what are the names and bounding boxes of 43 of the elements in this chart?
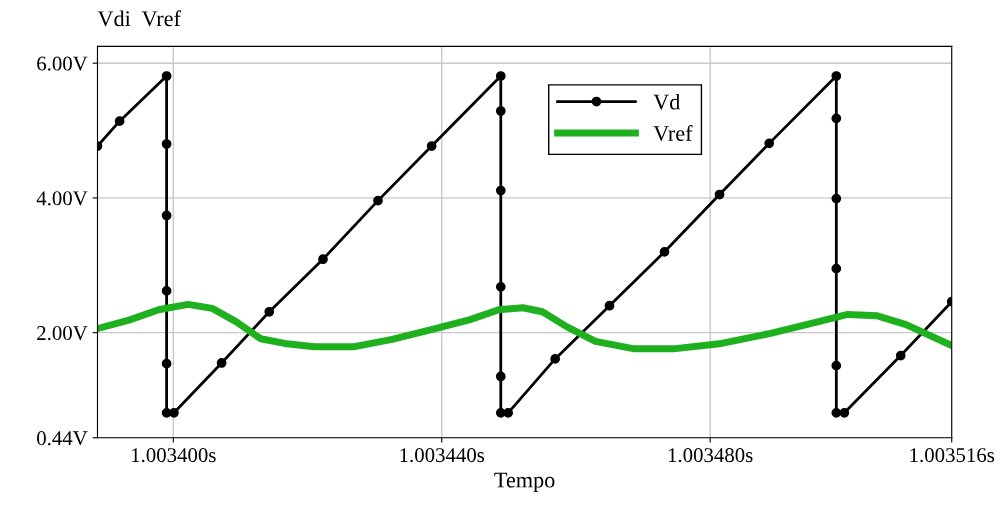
point bbox=[503, 407, 514, 418]
point bbox=[495, 185, 506, 196]
legend-label: Vd bbox=[653, 93, 681, 110]
y-tick-label: 0.44V bbox=[37, 431, 88, 446]
point bbox=[831, 263, 842, 274]
point bbox=[659, 246, 670, 257]
point bbox=[831, 407, 842, 418]
point bbox=[831, 193, 842, 204]
y-tick-label: 2.00V bbox=[37, 326, 88, 341]
point bbox=[495, 281, 506, 292]
y-tick-label: 6.00V bbox=[37, 56, 88, 71]
point bbox=[161, 210, 172, 221]
point bbox=[169, 407, 179, 418]
point bbox=[426, 141, 437, 151]
point bbox=[831, 71, 842, 81]
point bbox=[161, 139, 172, 149]
point bbox=[831, 360, 842, 371]
point bbox=[264, 306, 275, 317]
point bbox=[839, 407, 850, 418]
point bbox=[895, 350, 906, 361]
legend-label: Vref bbox=[653, 125, 693, 142]
point bbox=[604, 300, 615, 311]
point bbox=[318, 254, 328, 265]
point bbox=[495, 71, 506, 81]
point bbox=[495, 371, 506, 382]
x-tick-label: 1.003480s bbox=[668, 448, 753, 463]
x-tick-label: 1.003440s bbox=[400, 448, 485, 463]
point bbox=[161, 286, 172, 296]
x-axis-title: Tempo bbox=[494, 472, 555, 493]
point bbox=[550, 354, 561, 364]
point bbox=[216, 358, 227, 368]
point bbox=[373, 195, 383, 206]
point bbox=[161, 358, 172, 369]
x-tick-label: 1.003516s bbox=[910, 448, 995, 463]
point bbox=[114, 116, 125, 126]
point bbox=[714, 189, 725, 200]
point bbox=[161, 71, 172, 81]
point bbox=[831, 113, 842, 124]
point bbox=[495, 106, 506, 116]
point bbox=[764, 138, 775, 149]
y-tick-label: 4.00V bbox=[36, 191, 88, 206]
y-axis-title: Vdi Vref bbox=[97, 10, 181, 27]
x-tick-label: 1.003400s bbox=[132, 448, 216, 463]
